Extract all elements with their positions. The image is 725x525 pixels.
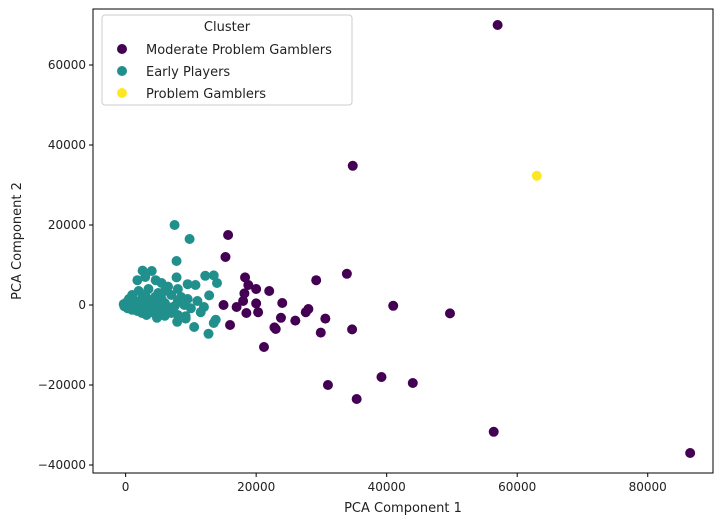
data-point	[140, 272, 151, 282]
data-point	[225, 320, 236, 330]
y-tick-label: −40000	[38, 458, 86, 472]
data-point	[150, 275, 161, 286]
data-point	[203, 328, 214, 339]
legend-entry: Early Players	[146, 65, 230, 80]
x-axis-label: PCA Component 1	[344, 501, 462, 516]
y-tick-label: 40000	[48, 138, 86, 152]
x-axis: 0 20000 40000 60000 80000	[122, 473, 667, 494]
data-point	[407, 378, 418, 388]
data-point	[134, 296, 145, 306]
data-point	[208, 270, 219, 281]
y-axis-label: PCA Component 2	[10, 182, 25, 300]
data-point	[185, 303, 196, 314]
data-point	[146, 266, 157, 276]
data-point	[220, 252, 231, 262]
data-point	[172, 316, 183, 327]
data-point	[243, 280, 254, 290]
data-point	[290, 315, 301, 326]
data-point	[178, 298, 189, 308]
data-point	[145, 295, 156, 306]
y-tick-label: 20000	[48, 218, 86, 232]
data-point	[320, 313, 331, 324]
x-tick-label: 0	[122, 480, 130, 494]
data-point	[171, 272, 182, 283]
data-point	[151, 312, 162, 323]
legend-marker	[117, 66, 127, 76]
data-point	[184, 234, 195, 244]
data-point	[189, 322, 200, 332]
legend: Cluster Moderate Problem Gamblers Early Pl…	[101, 14, 353, 106]
data-point	[190, 280, 201, 290]
data-point	[241, 308, 252, 318]
data-point	[351, 394, 362, 404]
data-point	[311, 275, 322, 286]
data-point	[171, 256, 182, 266]
data-point	[161, 304, 172, 315]
y-tick-label: −20000	[38, 378, 86, 392]
data-point	[180, 313, 191, 324]
data-point	[444, 308, 455, 319]
x-tick-label: 20000	[237, 480, 275, 494]
data-point	[148, 303, 159, 314]
data-point	[488, 426, 499, 437]
data-point	[223, 230, 234, 240]
data-point	[531, 170, 542, 181]
data-point	[322, 380, 333, 390]
data-point	[195, 307, 206, 318]
data-point	[251, 284, 262, 294]
data-point	[157, 296, 168, 307]
y-tick-label: 0	[78, 298, 86, 312]
data-point	[169, 220, 180, 230]
data-point	[492, 20, 503, 30]
x-tick-label: 40000	[368, 480, 406, 494]
data-point	[238, 296, 249, 306]
data-point	[182, 279, 193, 290]
data-point	[685, 448, 696, 458]
data-point	[388, 300, 399, 311]
data-point	[231, 302, 242, 312]
points-layer	[118, 20, 696, 458]
legend-title: Cluster	[204, 20, 251, 35]
data-point	[376, 372, 387, 382]
legend-box	[101, 14, 353, 106]
data-point	[277, 298, 288, 308]
data-point	[270, 324, 281, 334]
data-point	[210, 314, 221, 325]
data-point	[166, 290, 177, 300]
data-point	[239, 288, 250, 299]
data-point	[251, 298, 262, 309]
x-tick-label: 80000	[629, 480, 667, 494]
data-point	[315, 327, 326, 338]
data-point	[240, 272, 251, 283]
data-point	[204, 290, 215, 301]
data-point	[258, 342, 269, 352]
data-point	[347, 324, 358, 335]
data-point	[341, 268, 352, 279]
data-point	[253, 307, 264, 318]
data-point	[132, 275, 143, 286]
legend-marker	[117, 44, 127, 54]
data-point	[264, 286, 275, 296]
data-point	[300, 307, 311, 318]
legend-entry: Moderate Problem Gamblers	[146, 43, 332, 58]
legend-marker	[117, 88, 127, 98]
legend-entry: Problem Gamblers	[146, 87, 266, 102]
x-tick-label: 60000	[498, 480, 536, 494]
data-point	[275, 312, 286, 323]
data-point	[212, 278, 222, 288]
data-point	[200, 270, 211, 281]
y-tick-label: 60000	[48, 58, 86, 72]
data-point	[347, 160, 358, 171]
data-point	[218, 300, 229, 310]
data-point	[192, 296, 203, 306]
data-point	[172, 284, 183, 294]
plot-frame	[92, 8, 714, 474]
y-axis: −40000 −20000 0 20000 40000 60000	[38, 58, 93, 472]
